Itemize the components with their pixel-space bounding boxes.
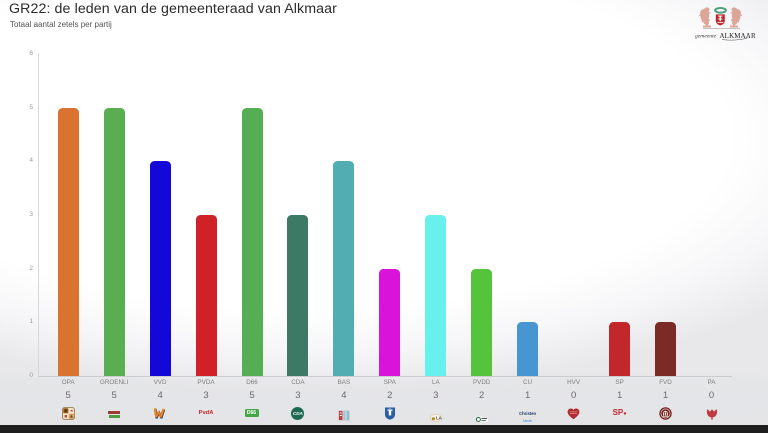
svg-text:LA: LA: [436, 416, 442, 421]
svg-text:ALKMAAR: ALKMAAR: [720, 33, 756, 40]
svg-text:gemeente: gemeente: [695, 33, 717, 39]
